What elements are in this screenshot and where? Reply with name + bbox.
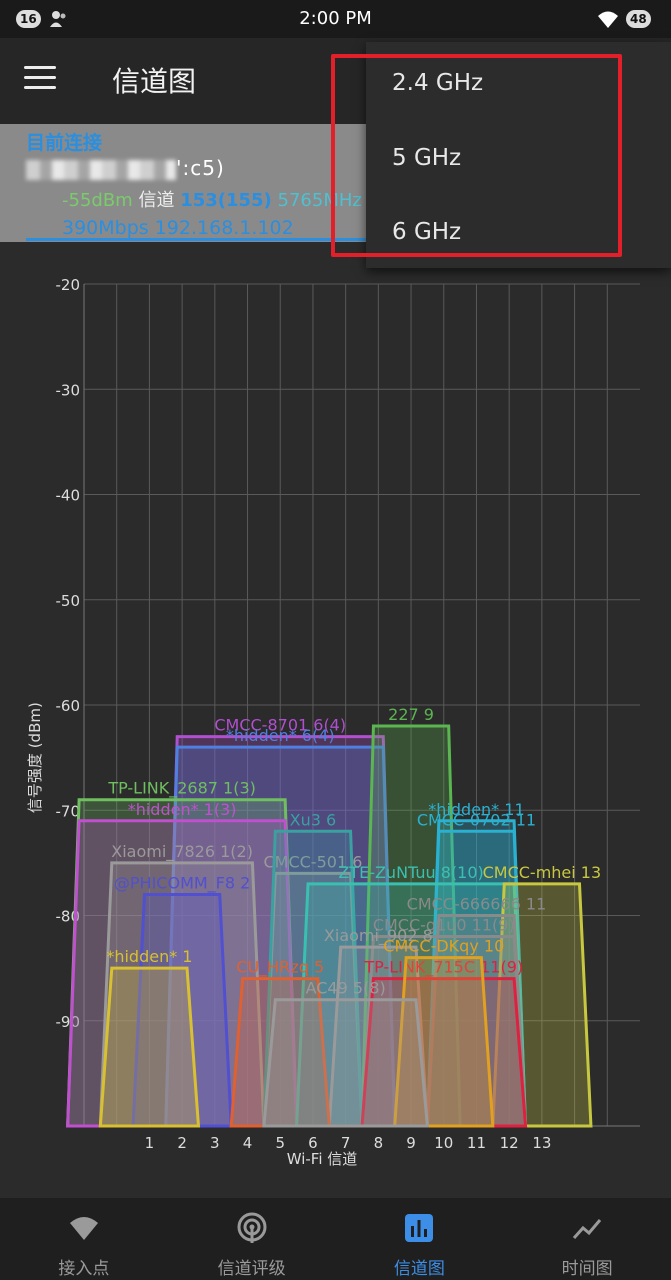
connection-title: 目前连接 [26, 132, 103, 154]
nav-label: 接入点 [58, 1259, 110, 1279]
network-label: ZTE-ZuNTuu 8(10) [338, 863, 483, 882]
menu-icon[interactable] [24, 66, 60, 94]
network-label: CMCC-mhei 13 [483, 863, 602, 882]
network-label: *hidden* 1(3) [128, 800, 237, 819]
page-title: 信道图 [112, 65, 197, 98]
nav-label: 信道评级 [217, 1259, 286, 1279]
x-tick-label: 13 [532, 1134, 551, 1152]
y-tick-label: -60 [56, 697, 81, 715]
band-dropdown-menu: 2.4 GHz 5 GHz 6 GHz [366, 42, 671, 268]
y-tick-label: -50 [56, 592, 81, 610]
y-tick-label: -90 [56, 1013, 81, 1031]
connection-freq: 5765MHz [277, 190, 362, 211]
x-tick-label: 12 [500, 1134, 519, 1152]
x-tick-label: 3 [210, 1134, 220, 1152]
notification-badge: 16 [16, 10, 41, 28]
battery-indicator: 48 [626, 10, 651, 28]
network-label: *hidden* 6(4) [226, 726, 335, 745]
nav-channel-graph[interactable]: 信道图 [336, 1198, 504, 1280]
bottom-navigation: 接入点 信道评级 信道图 时间图 [0, 1198, 671, 1280]
network-signal-shape [98, 966, 201, 1128]
wifi-icon [598, 11, 618, 28]
channel-chart: -20 -30 -40 -50 -60 -70 -80 -90 1 2 3 4 5 6 7 8 9 10 11 12 1… [0, 268, 671, 1198]
y-tick-label: -20 [56, 276, 81, 294]
network-label: CMCC-501 6 [263, 852, 362, 871]
status-time: 2:00 PM [299, 8, 372, 29]
x-tick-label: 7 [341, 1134, 351, 1152]
nav-channel-rating[interactable]: 信道评级 [168, 1198, 336, 1280]
network-label: CMCC-8701 6(4) [214, 716, 346, 735]
band-option-6ghz[interactable]: 6 GHz [392, 219, 462, 245]
network-label: 227 9 [388, 705, 434, 724]
y-tick-label: -70 [56, 802, 81, 820]
redacted-ssid [26, 159, 176, 180]
x-tick-label: 5 [275, 1134, 285, 1152]
y-tick-label: -30 [56, 381, 81, 399]
network-label: CMCC-0702 11 [417, 810, 536, 829]
network-label: TP-LINK_2687 1(3) [107, 779, 256, 799]
connection-panel[interactable]: 目前连接 ':c5) -55dBm 信道 153(155) 5765MHz 39… [0, 124, 366, 242]
nav-time-graph[interactable]: 时间图 [503, 1198, 671, 1280]
network-label: Xu3 6 [290, 810, 337, 829]
network-signal-shape [393, 956, 495, 1128]
x-tick-label: 6 [308, 1134, 318, 1152]
person-icon [50, 11, 66, 27]
band-option-5ghz[interactable]: 5 GHz [392, 145, 462, 171]
nav-access-points[interactable]: 接入点 [0, 1198, 168, 1280]
network-label: *hidden* 11 [428, 800, 524, 819]
bar-chart-icon [405, 1214, 434, 1242]
network-label: @PHICOMM_F8 2 [114, 873, 250, 893]
x-tick-label: 10 [434, 1134, 453, 1152]
nav-label: 信道图 [393, 1259, 445, 1279]
x-tick-label: 2 [177, 1134, 187, 1152]
network-label: CMCC-g1u0 11(9) [373, 916, 515, 935]
network-label: AC49 5(8) [306, 979, 386, 998]
radar-icon [237, 1212, 267, 1243]
wifi-icon [69, 1217, 98, 1240]
channel-chart-svg: -20-30-40-50-60-70-80-901 2 3 4 5 6 7 8 9 10 11 12 1… [26, 276, 640, 1168]
network-label: CMCC-666666 11 [407, 895, 547, 914]
y-axis-label: 信号强度 (dBm) [26, 702, 44, 813]
x-axis-label: Wi-Fi 信道 [287, 1150, 358, 1168]
y-tick-label: -40 [56, 487, 81, 505]
x-tick-label: 1 [145, 1134, 155, 1152]
network-label: Xiaomi_902 8 [324, 926, 433, 946]
network-label: CU_HRzq 5 [236, 958, 324, 978]
network-signal-shape [262, 998, 430, 1128]
network-label: Xiaomi_7826 1(2) [111, 842, 253, 862]
band-option-2-4ghz[interactable]: 2.4 GHz [392, 70, 484, 96]
network-label: CMCC-DKqy 10 [383, 937, 504, 956]
x-tick-label: 4 [243, 1134, 253, 1152]
x-tick-label: 8 [374, 1134, 384, 1152]
connection-signal: -55dBm [62, 190, 133, 211]
connection-mac: ':c5) [26, 156, 225, 180]
status-bar: 16 2:00 PM 48 [0, 0, 671, 38]
network-signal-shape [491, 882, 593, 1128]
nav-label: 时间图 [561, 1259, 613, 1279]
connection-channel: 153(155) [180, 190, 272, 211]
x-tick-label: 11 [467, 1134, 486, 1152]
connection-speed-ip: 390Mbps 192.168.1.102 [62, 217, 294, 239]
connection-details: -55dBm 信道 153(155) 5765MHz [62, 186, 362, 212]
network-label: *hidden* 1 [106, 947, 192, 966]
line-chart-icon [573, 1219, 602, 1240]
connection-channel-label: 信道 [138, 190, 175, 211]
x-tick-label: 9 [406, 1134, 416, 1152]
connection-underline [26, 238, 366, 241]
